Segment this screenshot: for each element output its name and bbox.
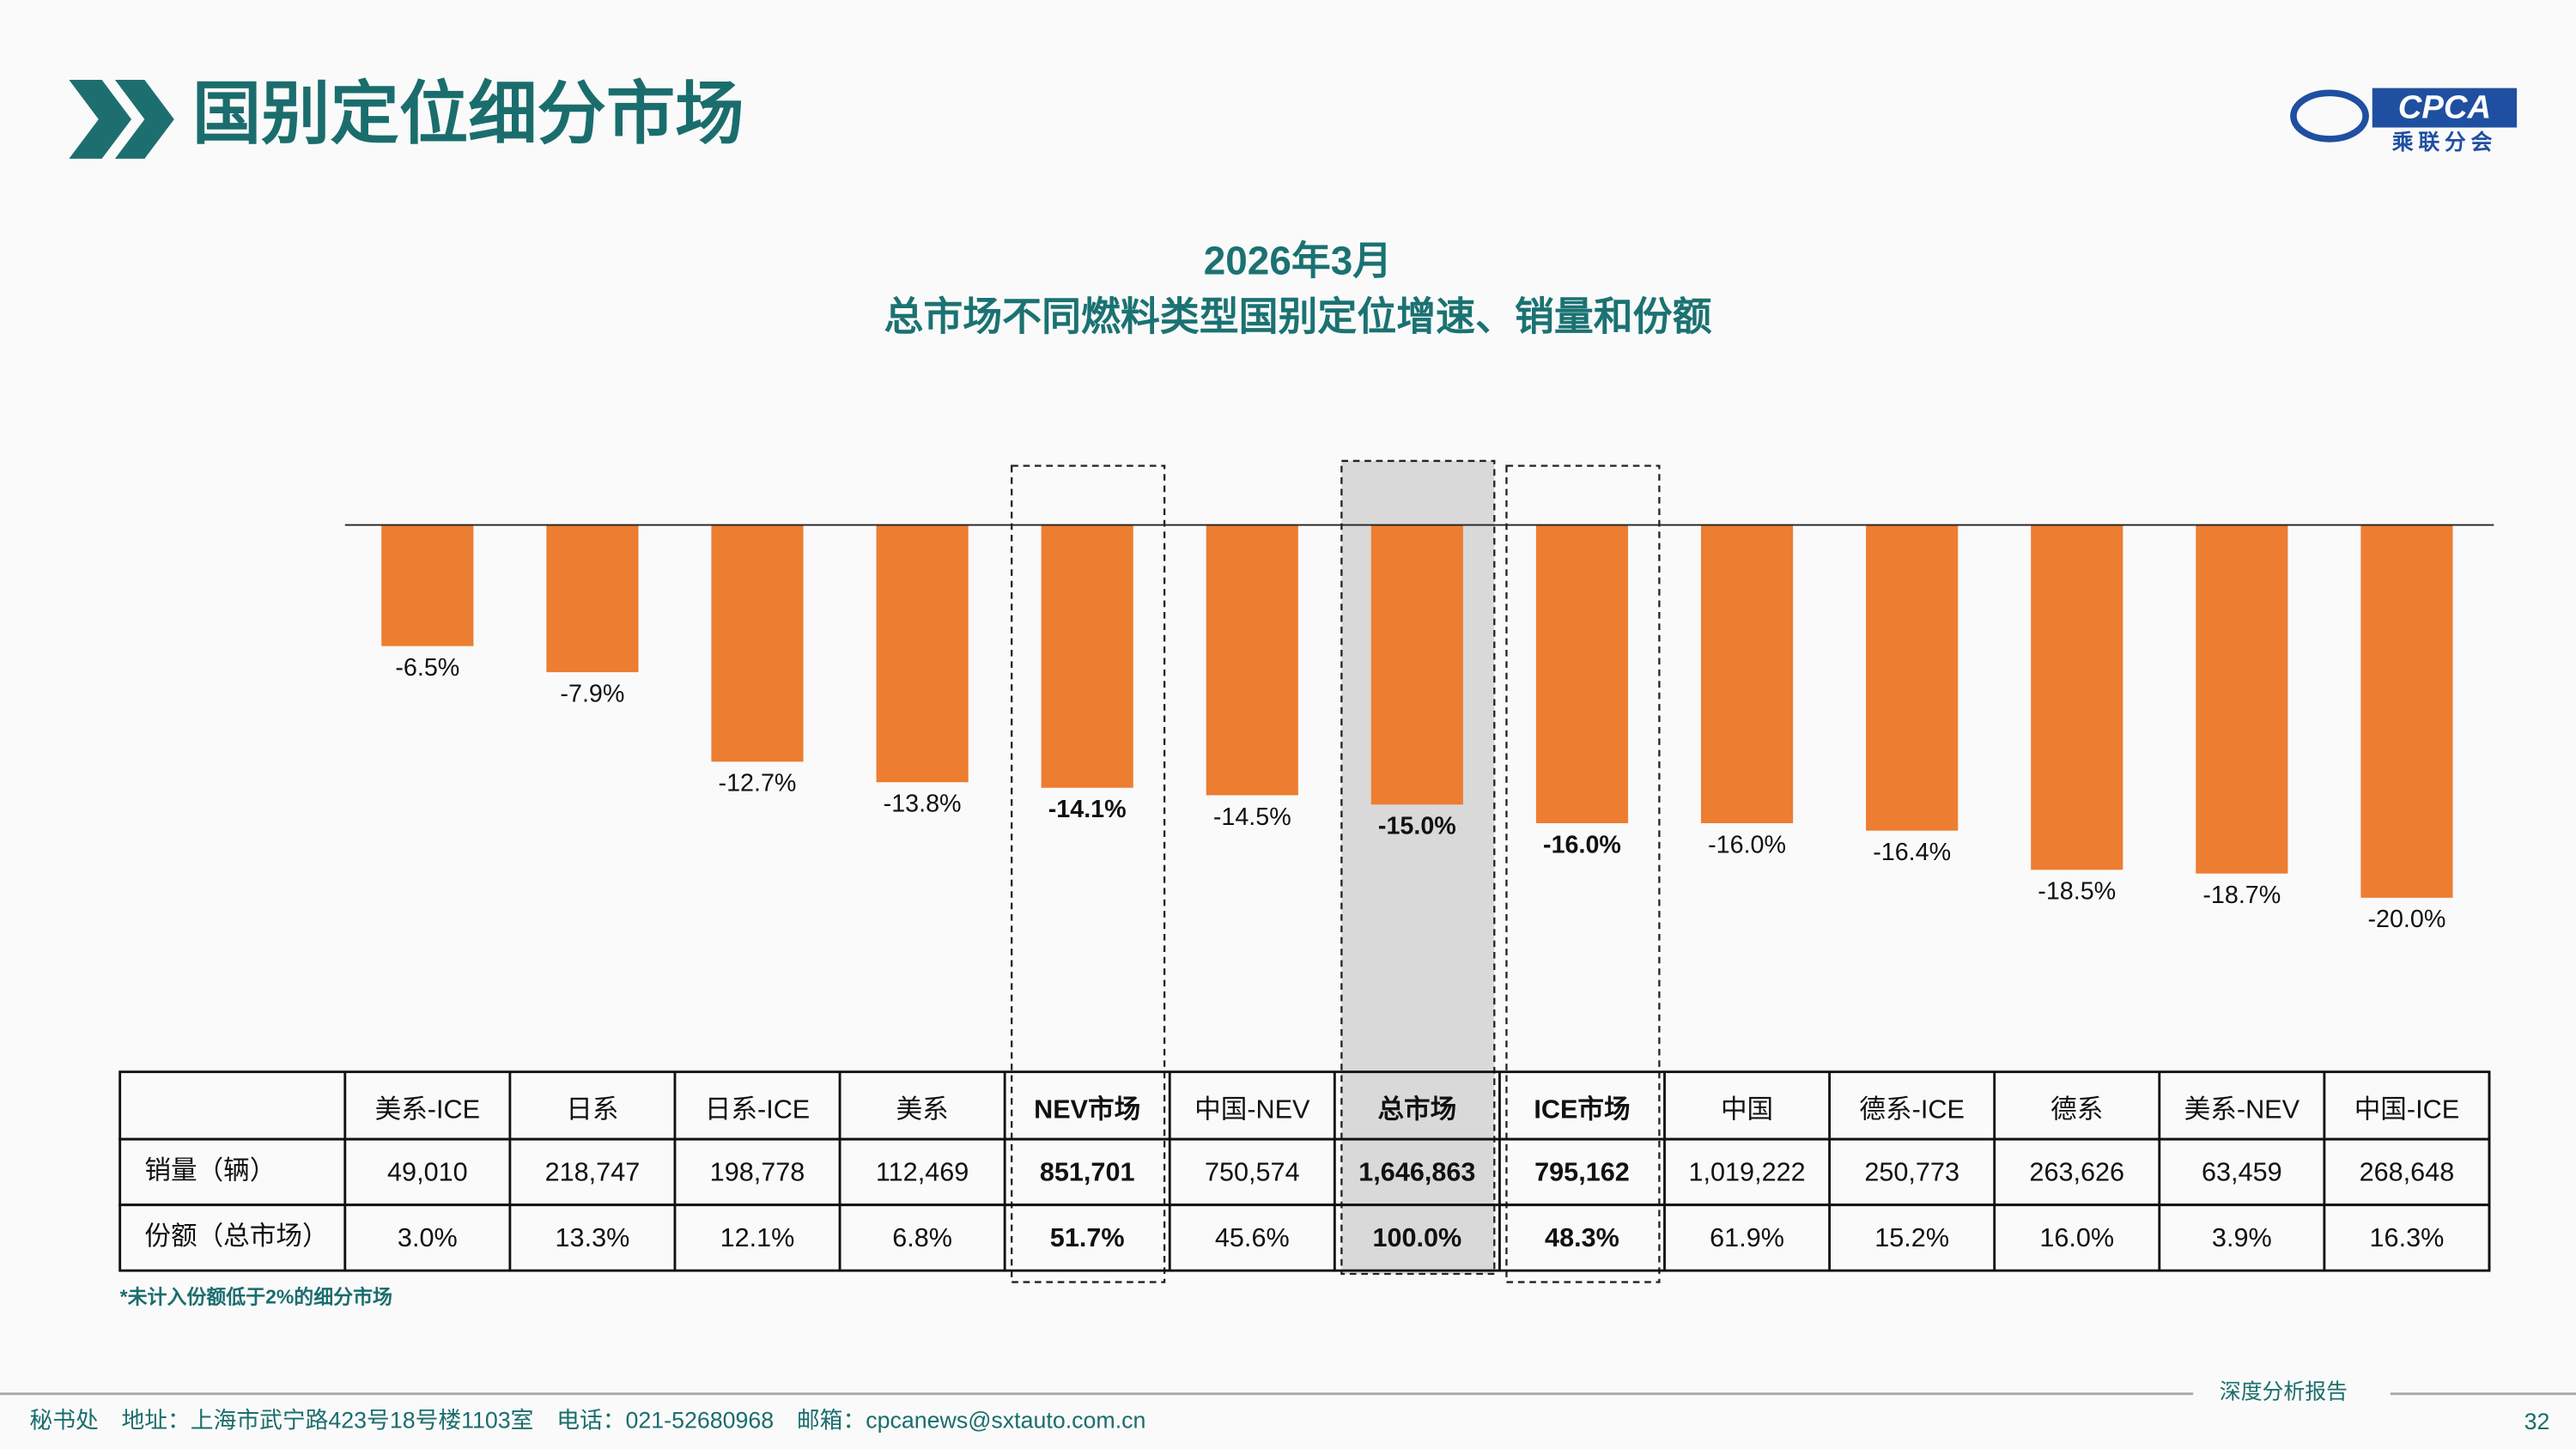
table-cell: 49,010 [387, 1157, 468, 1186]
table-cell: 851,701 [1040, 1157, 1135, 1186]
x-tick-label: 中国-NEV [1194, 1095, 1310, 1125]
page-number: 32 [2524, 1409, 2550, 1434]
logo-box [2372, 88, 2518, 128]
table-cell: 250,773 [1864, 1157, 1959, 1186]
value-label: -7.9% [560, 680, 624, 707]
table-cell: 795,162 [1534, 1157, 1630, 1186]
table-cell: 15.2% [1874, 1223, 1949, 1252]
x-tick-label: 中国 [1721, 1095, 1773, 1125]
table-cell: 6.8% [892, 1223, 952, 1252]
value-label: -20.0% [2367, 906, 2445, 933]
value-label: -16.0% [1708, 831, 1786, 858]
chart-title: 2026年3月 [1204, 238, 1392, 282]
logo-subtext: 乘联分会 [2392, 130, 2497, 155]
x-tick-label: NEV市场 [1034, 1094, 1140, 1125]
x-tick-label: 德系 [2050, 1095, 2103, 1125]
table-cell: 16.0% [2039, 1223, 2114, 1252]
bar [876, 524, 969, 783]
table-cell: 112,469 [876, 1157, 969, 1186]
logo-text: CPCA [2398, 89, 2491, 126]
plot: -6.5% -7.9% -12.7% -13.8% -14.1% -14.5% -15.0%… [118, 459, 2494, 1283]
table-cell: 3.0% [398, 1223, 458, 1252]
bar [381, 524, 474, 646]
table-cell: 48.3% [1545, 1223, 1619, 1252]
table-cell: 263,626 [2029, 1157, 2124, 1186]
bar [1866, 524, 1959, 831]
logo-mark [2290, 89, 2369, 142]
value-label: -14.1% [1048, 796, 1127, 823]
x-tick-label: 日系-ICE [705, 1095, 810, 1125]
table-cell: 45.6% [1215, 1223, 1290, 1252]
value-label: -18.7% [2202, 882, 2281, 909]
highlight-box [1011, 464, 1166, 1283]
bar [1206, 524, 1298, 796]
footnote: *未计入份额低于2%的细分市场 [120, 1286, 392, 1308]
bar [2196, 524, 2288, 874]
table-cell: 63,459 [2202, 1157, 2282, 1186]
x-tick-label: 德系-ICE [1859, 1095, 1964, 1125]
x-tick-label: ICE市场 [1534, 1094, 1630, 1125]
table-cell: 198,778 [710, 1157, 805, 1186]
x-tick-label: 美系 [896, 1095, 948, 1125]
highlight-box [1505, 464, 1661, 1283]
table-cell: 16.3% [2370, 1223, 2445, 1252]
table-cell: 218,747 [545, 1157, 641, 1186]
table-cell: 13.3% [556, 1223, 630, 1252]
x-tick-label: 总市场 [1377, 1094, 1456, 1125]
value-label: -14.5% [1213, 803, 1291, 831]
bar [2031, 524, 2123, 870]
x-tick-label: 美系-ICE [375, 1095, 480, 1125]
value-label: -12.7% [719, 770, 797, 797]
bar [1041, 524, 1133, 788]
report-label: 深度分析报告 [2220, 1379, 2348, 1404]
chart-subtitle: 总市场不同燃料类型国别定位增速、销量和份额 [884, 294, 1711, 339]
bar [1370, 524, 1463, 805]
table-cell: 1,019,222 [1688, 1157, 1805, 1186]
value-label: -13.8% [884, 791, 962, 818]
x-tick-label: 美系-NEV [2184, 1095, 2300, 1125]
row-header: 份额（总市场） [144, 1222, 328, 1251]
bar [2360, 524, 2453, 898]
bar [1535, 524, 1629, 823]
bar [711, 524, 804, 762]
bar [1700, 524, 1794, 823]
bar [546, 524, 639, 673]
table-cell: 61.9% [1710, 1223, 1784, 1252]
table-cell: 268,648 [2360, 1157, 2455, 1186]
value-label: -6.5% [395, 654, 459, 682]
table-cell: 100.0% [1372, 1223, 1461, 1252]
table-cell: 3.9% [2212, 1223, 2272, 1252]
footer-contact: 秘书处 地址：上海市武宁路423号18号楼1103室 电话：021-526809… [29, 1407, 1145, 1433]
x-tick-label: 中国-ICE [2354, 1095, 2459, 1125]
row-header: 销量（辆） [144, 1155, 276, 1185]
value-label: -16.0% [1543, 831, 1621, 858]
page-title: 国别定位细分市场 [192, 76, 744, 153]
value-label: -15.0% [1378, 813, 1456, 840]
value-label: -16.4% [1873, 839, 1951, 866]
x-tick-label: 日系 [566, 1095, 618, 1125]
table-cell: 12.1% [720, 1223, 795, 1252]
table-cell: 51.7% [1050, 1223, 1125, 1252]
table-cell: 1,646,863 [1358, 1157, 1475, 1186]
chevron-icon [69, 80, 174, 159]
value-label: -18.5% [2038, 878, 2116, 906]
table-cell: 750,574 [1205, 1157, 1300, 1186]
